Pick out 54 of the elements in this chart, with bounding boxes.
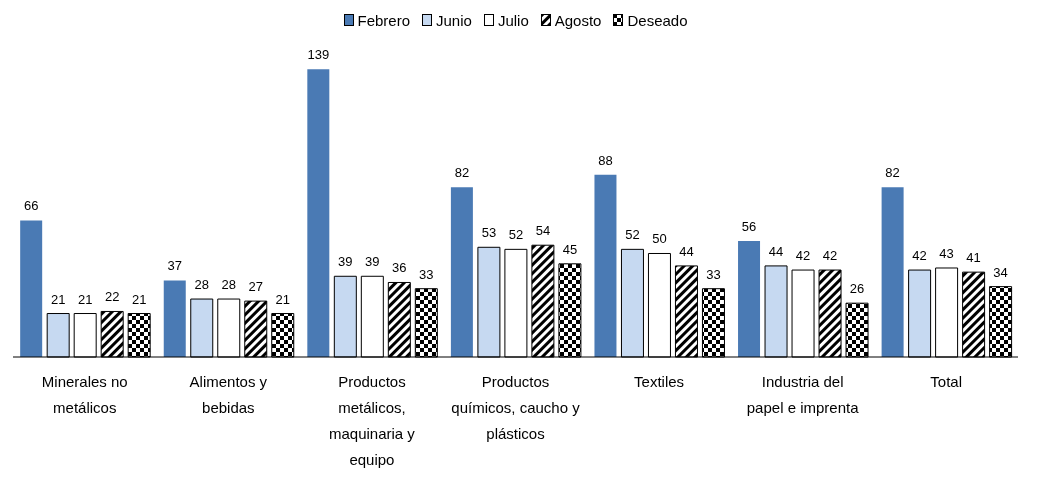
data-label: 41 [966,250,981,266]
bar [594,174,617,357]
x-tick-label: Productos químicos, caucho y plásticos [451,373,581,442]
data-label: 66 [23,198,39,214]
data-label: 21 [275,291,290,307]
data-label: 82 [454,165,470,181]
data-label: 42 [822,248,838,264]
data-label: 34 [993,264,1008,280]
data-label: 52 [508,227,524,243]
data-label: 33 [419,266,434,282]
data-label: 21 [50,291,66,307]
data-label: 56 [741,219,757,235]
legend-label: Agosto [553,11,602,29]
data-label: 82 [885,165,900,181]
data-label: 88 [598,152,613,168]
data-label: 50 [652,231,667,247]
x-tick-label: Productos metálicos, maquinaria y equipo [328,373,416,468]
legend-label: Febrero [356,11,411,29]
legend-label: Deseado [626,11,688,29]
data-label: 53 [481,225,497,241]
x-tick-label: Alimentos y bebidas [189,373,268,416]
data-label: 28 [221,277,236,293]
bar [881,187,904,357]
data-label: 42 [795,248,811,264]
data-label: 54 [535,223,551,239]
data-label: 42 [912,248,927,264]
bar [450,187,473,357]
x-tick-label: Minerales no metálicos [41,373,128,416]
legend-label: Julio [496,11,529,29]
bar [20,220,43,357]
data-label: 39 [338,254,353,270]
x-tick-label: Total [930,373,963,390]
data-label: 44 [768,243,784,259]
data-label: 44 [679,243,694,259]
data-label: 45 [562,241,578,257]
x-tick-label: Industria del papel e imprenta [746,373,860,416]
bar [163,280,186,357]
x-tick-label: Textiles [634,373,685,390]
data-label: 43 [939,245,954,261]
bar [738,241,761,357]
data-label: 139 [307,47,330,63]
data-label: 26 [849,281,865,297]
data-label: 33 [706,266,721,282]
data-label: 37 [167,258,182,274]
data-label: 28 [194,277,209,293]
legend-label: Junio [435,11,472,29]
bar [307,69,330,357]
data-label: 39 [365,254,380,270]
data-label: 36 [392,260,407,276]
data-label: 27 [248,279,263,295]
data-label: 22 [104,289,120,305]
data-label: 21 [131,291,147,307]
data-label: 21 [77,291,93,307]
data-label: 52 [625,227,640,243]
